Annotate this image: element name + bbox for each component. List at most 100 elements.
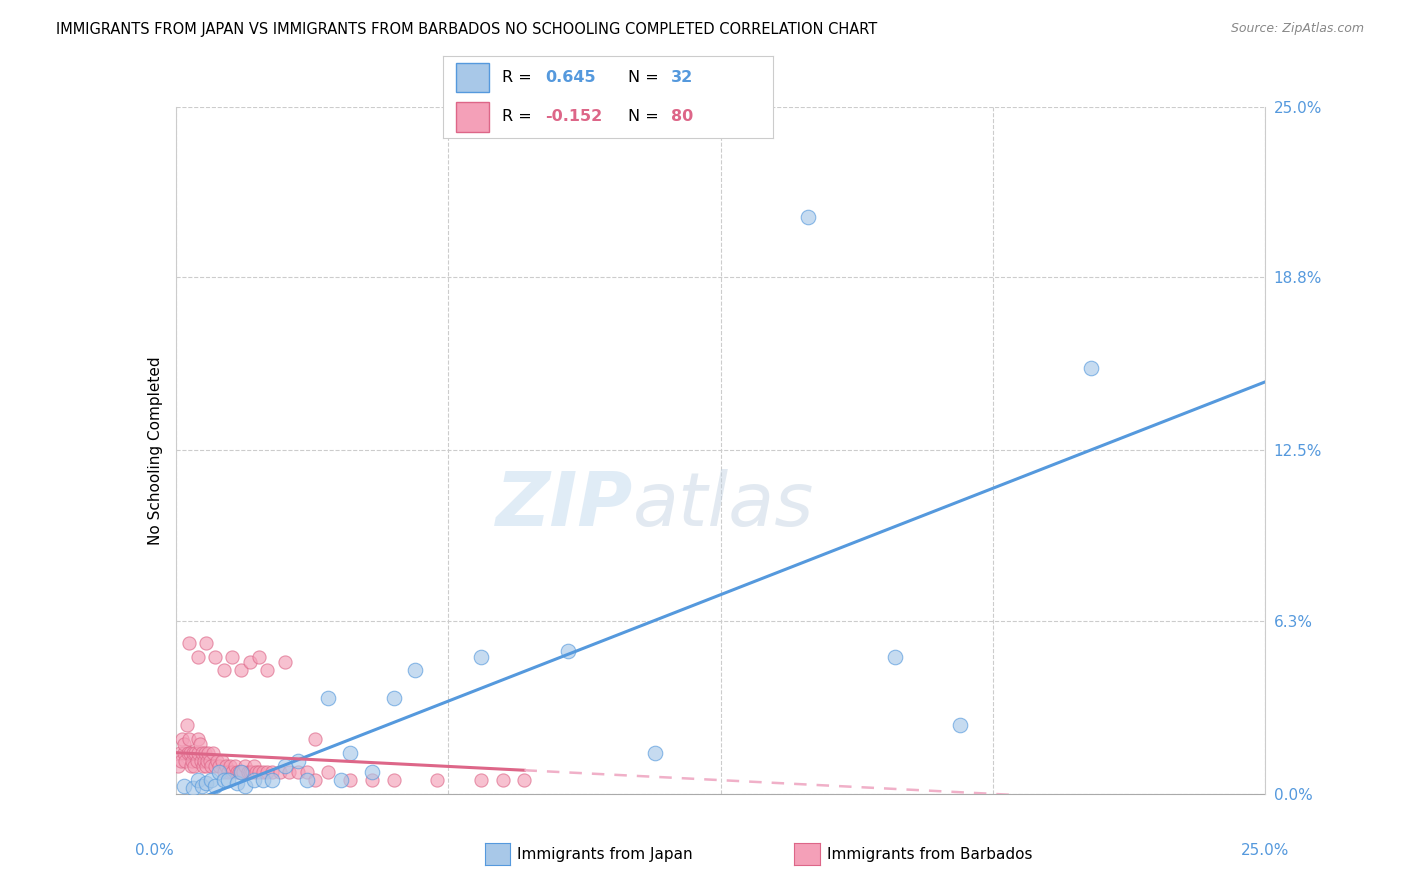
Point bbox=[167, 759, 190, 773]
Text: IMMIGRANTS FROM JAPAN VS IMMIGRANTS FROM BARBADOS NO SCHOOLING COMPLETED CORRELA: IMMIGRANTS FROM JAPAN VS IMMIGRANTS FROM… bbox=[56, 22, 877, 37]
Point bbox=[382, 773, 405, 788]
Point bbox=[231, 663, 253, 677]
Point bbox=[191, 759, 214, 773]
Point bbox=[225, 764, 247, 779]
Point bbox=[200, 759, 222, 773]
Point bbox=[183, 759, 205, 773]
Point bbox=[228, 764, 250, 779]
Point bbox=[181, 781, 204, 796]
Point bbox=[797, 210, 820, 224]
Point bbox=[173, 738, 195, 752]
Point bbox=[260, 773, 283, 788]
Point bbox=[339, 746, 361, 760]
Point bbox=[194, 746, 217, 760]
Point bbox=[240, 764, 263, 779]
Point bbox=[304, 731, 326, 746]
Point bbox=[287, 764, 309, 779]
Point bbox=[186, 649, 209, 664]
Point bbox=[252, 773, 274, 788]
Text: atlas: atlas bbox=[633, 469, 815, 541]
Point bbox=[204, 779, 226, 793]
Point bbox=[239, 764, 262, 779]
Point bbox=[212, 764, 235, 779]
Point bbox=[195, 776, 218, 790]
Text: Immigrants from Barbados: Immigrants from Barbados bbox=[827, 847, 1032, 862]
Text: R =: R = bbox=[502, 70, 531, 85]
Point bbox=[256, 663, 278, 677]
Point bbox=[231, 764, 253, 779]
Point bbox=[492, 773, 515, 788]
Point bbox=[221, 764, 243, 779]
Point bbox=[181, 746, 204, 760]
Point bbox=[231, 764, 253, 779]
Point bbox=[949, 718, 972, 732]
Point bbox=[382, 690, 405, 705]
Text: ZIP: ZIP bbox=[496, 469, 633, 542]
Point bbox=[195, 754, 218, 768]
Point bbox=[174, 754, 197, 768]
Point bbox=[193, 754, 215, 768]
Point bbox=[181, 754, 204, 768]
Point bbox=[204, 759, 226, 773]
Point bbox=[195, 759, 218, 773]
Point bbox=[169, 746, 191, 760]
Point bbox=[243, 759, 266, 773]
Point bbox=[278, 764, 301, 779]
Point bbox=[426, 773, 449, 788]
Point bbox=[200, 773, 222, 788]
Point bbox=[204, 649, 226, 664]
Point bbox=[212, 773, 235, 788]
Point bbox=[195, 636, 218, 650]
Text: 32: 32 bbox=[671, 70, 693, 85]
Point bbox=[330, 773, 353, 788]
Point bbox=[221, 649, 243, 664]
Point bbox=[256, 764, 278, 779]
Point bbox=[287, 754, 309, 768]
Text: Source: ZipAtlas.com: Source: ZipAtlas.com bbox=[1230, 22, 1364, 36]
Point bbox=[339, 773, 361, 788]
Point bbox=[208, 759, 231, 773]
Point bbox=[274, 655, 297, 669]
Text: N =: N = bbox=[628, 70, 658, 85]
Point bbox=[224, 759, 246, 773]
Point bbox=[186, 731, 209, 746]
Point bbox=[217, 773, 239, 788]
Point bbox=[180, 759, 202, 773]
Point bbox=[243, 773, 266, 788]
Point bbox=[318, 764, 340, 779]
Point bbox=[470, 649, 492, 664]
Point bbox=[235, 759, 257, 773]
Point bbox=[225, 776, 247, 790]
Point bbox=[361, 764, 384, 779]
Point bbox=[177, 636, 200, 650]
FancyBboxPatch shape bbox=[456, 103, 489, 132]
Point bbox=[295, 764, 318, 779]
Point bbox=[177, 731, 200, 746]
Point bbox=[197, 746, 219, 760]
Point bbox=[217, 764, 239, 779]
Point bbox=[235, 779, 257, 793]
Point bbox=[177, 746, 200, 760]
Point bbox=[191, 779, 214, 793]
Point bbox=[191, 746, 214, 760]
Point bbox=[318, 690, 340, 705]
Point bbox=[405, 663, 427, 677]
Point bbox=[247, 764, 270, 779]
Point bbox=[176, 718, 198, 732]
Point bbox=[172, 731, 194, 746]
Point bbox=[201, 746, 224, 760]
Point bbox=[187, 746, 209, 760]
Point bbox=[179, 746, 201, 760]
Point bbox=[239, 655, 262, 669]
Y-axis label: No Schooling Completed: No Schooling Completed bbox=[148, 356, 163, 545]
Point bbox=[219, 759, 242, 773]
Point bbox=[170, 754, 193, 768]
Text: R =: R = bbox=[502, 110, 531, 124]
Text: 25.0%: 25.0% bbox=[1241, 843, 1289, 858]
FancyBboxPatch shape bbox=[456, 62, 489, 92]
Point bbox=[247, 649, 270, 664]
Text: N =: N = bbox=[628, 110, 658, 124]
Point bbox=[184, 746, 207, 760]
Point bbox=[205, 754, 228, 768]
Point bbox=[884, 649, 907, 664]
